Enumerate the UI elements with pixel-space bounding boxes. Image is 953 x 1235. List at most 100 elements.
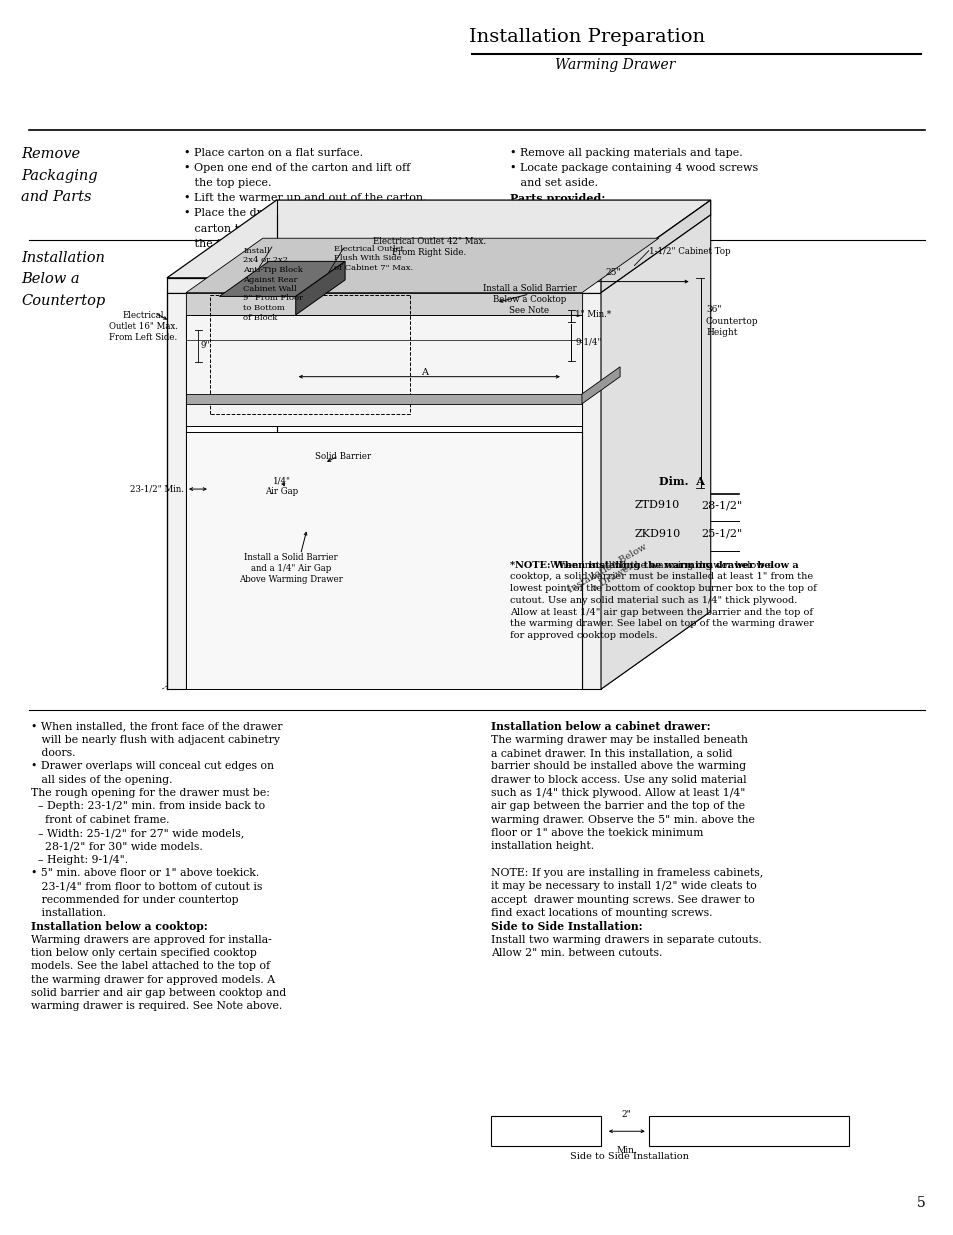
Polygon shape	[186, 315, 581, 426]
Polygon shape	[167, 611, 710, 689]
Text: 28-1/2" for 30" wide models.: 28-1/2" for 30" wide models.	[30, 841, 202, 851]
Polygon shape	[186, 394, 581, 404]
Text: 25": 25"	[605, 268, 620, 277]
Text: ZKD910: ZKD910	[634, 529, 679, 538]
Text: doors.: doors.	[30, 748, 75, 758]
Bar	[491, 1116, 600, 1146]
Text: lowest point of the bottom of cooktop burner box to the top of: lowest point of the bottom of cooktop bu…	[510, 584, 817, 593]
Text: all sides of the opening.: all sides of the opening.	[30, 774, 172, 784]
Text: 1" Min.*: 1" Min.*	[575, 310, 611, 320]
Polygon shape	[167, 200, 710, 278]
Text: When installing the warming drawer below a: When installing the warming drawer below…	[546, 561, 772, 569]
Text: Side to Side Installation: Side to Side Installation	[570, 1152, 688, 1161]
Text: Install
2x4 or 2x2
Anti-Tip Block
Against Rear
Cabinet Wall
9" From Floor
to Bot: Install 2x4 or 2x2 Anti-Tip Block Agains…	[243, 247, 303, 321]
Text: *NOTE: When installing the warming drawer below a: *NOTE: When installing the warming drawe…	[510, 561, 799, 569]
Text: 23-1/2" Min.: 23-1/2" Min.	[131, 484, 184, 494]
Text: 9": 9"	[200, 341, 210, 351]
Text: • Lift the warmer up and out of the carton.: • Lift the warmer up and out of the cart…	[184, 194, 426, 204]
Text: air gap between the barrier and the top of the: air gap between the barrier and the top …	[491, 802, 744, 811]
Text: 1-1/2" Cabinet Top: 1-1/2" Cabinet Top	[648, 247, 729, 256]
Polygon shape	[186, 432, 581, 689]
Text: Installation Preparation: Installation Preparation	[468, 27, 704, 46]
Text: Install a Solid Barrier
Below a Cooktop
See Note: Install a Solid Barrier Below a Cooktop …	[482, 284, 576, 315]
Polygon shape	[581, 293, 600, 689]
Text: will be nearly flush with adjacent cabinetry: will be nearly flush with adjacent cabin…	[30, 735, 279, 745]
Text: 36"
Countertop
Height: 36" Countertop Height	[705, 305, 758, 337]
Text: Side to Side Installation:: Side to Side Installation:	[491, 921, 642, 932]
Text: front of cabinet frame.: front of cabinet frame.	[30, 815, 169, 825]
Text: • When installed, the front face of the drawer: • When installed, the front face of the …	[30, 721, 282, 731]
Text: the finished flooring.: the finished flooring.	[184, 238, 313, 248]
Text: • Remove all packing materials and tape.: • Remove all packing materials and tape.	[510, 148, 742, 158]
Text: Remove
Packaging
and Parts: Remove Packaging and Parts	[21, 147, 97, 204]
Text: • Place carton on a flat surface.: • Place carton on a flat surface.	[184, 148, 363, 158]
Text: 1/4"
Air Gap: 1/4" Air Gap	[265, 477, 297, 496]
Text: 23-1/4" from floor to bottom of cutout is: 23-1/4" from floor to bottom of cutout i…	[30, 882, 262, 892]
Polygon shape	[219, 262, 345, 296]
Text: Parts provided:: Parts provided:	[510, 194, 605, 205]
Text: installation.: installation.	[30, 908, 106, 918]
Text: Installation Below
a Drawer: Installation Below a Drawer	[566, 542, 654, 604]
Text: barrier should be installed above the warming: barrier should be installed above the wa…	[491, 761, 745, 771]
Bar	[648, 1116, 848, 1146]
Text: 5: 5	[916, 1197, 924, 1210]
Text: – Height: 9-1/4".: – Height: 9-1/4".	[30, 855, 128, 864]
Text: • Open one end of the carton and lift off: • Open one end of the carton and lift of…	[184, 163, 410, 173]
Text: The rough opening for the drawer must be:: The rough opening for the drawer must be…	[30, 788, 269, 798]
Text: • 4 Wood Screws: • 4 Wood Screws	[510, 209, 606, 219]
Text: A: A	[420, 368, 428, 378]
Text: Solid Barrier: Solid Barrier	[315, 452, 371, 461]
Polygon shape	[600, 215, 710, 689]
Text: find exact locations of mounting screws.: find exact locations of mounting screws.	[491, 908, 712, 918]
Text: it may be necessary to install 1/2" wide cleats to: it may be necessary to install 1/2" wide…	[491, 882, 757, 892]
Text: cutout. Use any solid material such as 1/4" thick plywood.: cutout. Use any solid material such as 1…	[510, 595, 797, 605]
Text: 2": 2"	[621, 1110, 631, 1119]
Text: Dim.  A: Dim. A	[659, 475, 704, 487]
Text: NOTE: If you are installing in frameless cabinets,: NOTE: If you are installing in frameless…	[491, 868, 762, 878]
Text: 9-1/4": 9-1/4"	[575, 337, 601, 347]
Text: • 5" min. above floor or 1" above toekick.: • 5" min. above floor or 1" above toekic…	[30, 868, 258, 878]
Text: Allow 2" min. between cutouts.: Allow 2" min. between cutouts.	[491, 948, 662, 958]
Text: Install two warming drawers in separate cutouts.: Install two warming drawers in separate …	[491, 935, 761, 945]
Text: the top piece.: the top piece.	[184, 178, 272, 188]
Text: The warming drawer may be installed beneath: The warming drawer may be installed bene…	[491, 735, 747, 745]
Text: 28-1/2": 28-1/2"	[700, 500, 741, 510]
Text: installation height.: installation height.	[491, 841, 594, 851]
Text: Warming Drawer: Warming Drawer	[555, 58, 675, 72]
Text: carton to protect the drawer front and: carton to protect the drawer front and	[184, 224, 411, 233]
Text: models. See the label attached to the top of: models. See the label attached to the to…	[30, 961, 270, 971]
Text: Installation
Below a
Countertop: Installation Below a Countertop	[21, 251, 105, 308]
Text: warming drawer is required. See Note above.: warming drawer is required. See Note abo…	[30, 1002, 281, 1011]
Text: solid barrier and air gap between cooktop and: solid barrier and air gap between cookto…	[30, 988, 286, 998]
Polygon shape	[600, 200, 710, 293]
Text: accept  drawer mounting screws. See drawer to: accept drawer mounting screws. See drawe…	[491, 894, 754, 904]
Polygon shape	[295, 262, 345, 315]
Text: tion below only certain specified cooktop: tion below only certain specified cookto…	[30, 948, 256, 958]
Text: such as 1/4" thick plywood. Allow at least 1/4": such as 1/4" thick plywood. Allow at lea…	[491, 788, 745, 798]
Text: Warming drawers are approved for installa-: Warming drawers are approved for install…	[30, 935, 271, 945]
Text: Electrical
Outlet 16" Max.
From Left Side.: Electrical Outlet 16" Max. From Left Sid…	[109, 311, 177, 342]
Text: – Width: 25-1/2" for 27" wide models,: – Width: 25-1/2" for 27" wide models,	[30, 827, 244, 837]
Text: 25-1/2": 25-1/2"	[700, 529, 741, 538]
Text: drawer to block access. Use any solid material: drawer to block access. Use any solid ma…	[491, 774, 746, 784]
Polygon shape	[581, 367, 619, 404]
Text: Install a Solid Barrier
and a 1/4" Air Gap
Above Warming Drawer: Install a Solid Barrier and a 1/4" Air G…	[239, 553, 342, 584]
Text: • Place the drawer on top of the shipping: • Place the drawer on top of the shippin…	[184, 209, 417, 219]
Polygon shape	[167, 293, 186, 689]
Text: Min.: Min.	[616, 1146, 637, 1155]
Text: and set aside.: and set aside.	[510, 178, 598, 188]
Text: a cabinet drawer. In this installation, a solid: a cabinet drawer. In this installation, …	[491, 748, 732, 758]
Text: Installation below a cooktop:: Installation below a cooktop:	[30, 921, 207, 932]
Text: recommended for under countertop: recommended for under countertop	[30, 894, 238, 904]
Text: cooktop, a solid barrier must be installed at least 1" from the: cooktop, a solid barrier must be install…	[510, 572, 813, 582]
Text: Allow at least 1/4" air gap between the barrier and the top of: Allow at least 1/4" air gap between the …	[510, 608, 813, 616]
Polygon shape	[186, 238, 658, 293]
Text: warming drawer. Observe the 5" min. above the: warming drawer. Observe the 5" min. abov…	[491, 815, 755, 825]
Text: Electrical Outlet
Flush With Side
of Cabinet 7" Max.: Electrical Outlet Flush With Side of Cab…	[334, 245, 413, 272]
Text: Electrical Outlet 42" Max.
From Right Side.: Electrical Outlet 42" Max. From Right Si…	[373, 237, 485, 257]
Text: ZTD910: ZTD910	[634, 500, 679, 510]
Polygon shape	[186, 293, 581, 317]
Text: Installation below a cabinet drawer:: Installation below a cabinet drawer:	[491, 721, 710, 732]
Text: • Locate package containing 4 wood screws: • Locate package containing 4 wood screw…	[510, 163, 758, 173]
Text: – Depth: 23-1/2" min. from inside back to: – Depth: 23-1/2" min. from inside back t…	[30, 802, 264, 811]
